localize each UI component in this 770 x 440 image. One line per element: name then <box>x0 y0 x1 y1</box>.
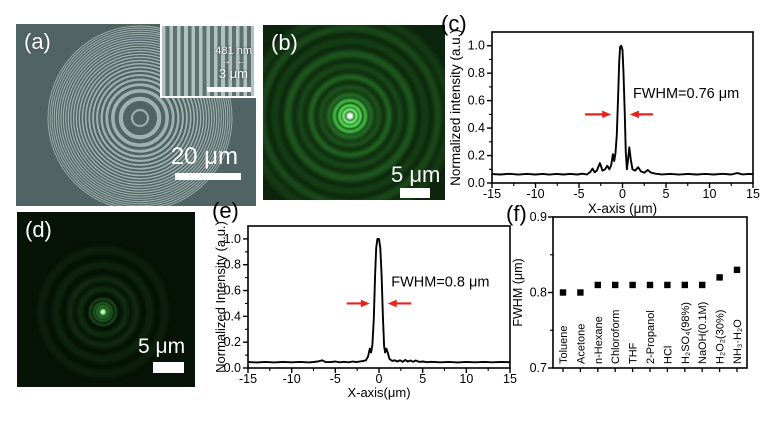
svg-text:0.4: 0.4 <box>224 309 241 323</box>
svg-text:0.8: 0.8 <box>468 66 485 80</box>
solvent-label: NH₃·H₂O <box>732 319 744 364</box>
data-point <box>664 281 671 289</box>
fwhm-markers <box>559 266 741 296</box>
intensity-curve <box>491 44 754 176</box>
svg-text:0.8: 0.8 <box>224 258 241 272</box>
data-point <box>612 281 619 289</box>
data-point <box>716 274 723 281</box>
svg-text:0.7: 0.7 <box>530 361 547 375</box>
data-point <box>646 281 654 289</box>
svg-text:0.0: 0.0 <box>468 176 485 190</box>
svg-text:10: 10 <box>459 372 473 386</box>
svg-text:0.2: 0.2 <box>224 335 241 349</box>
svg-text:5: 5 <box>419 372 426 386</box>
y-axis-title: Normalized intensity (a.u.) <box>448 29 463 186</box>
panel-label-f: (f) <box>506 201 527 226</box>
solvent-label: 2-Propanol <box>645 310 657 364</box>
y-axis-title: FWHM (μm) <box>511 258 525 326</box>
svg-text:0: 0 <box>376 372 383 386</box>
data-point <box>629 281 636 289</box>
x-axis-title: X-axis (μm) <box>588 201 657 216</box>
solvent-label: n-Hexane <box>593 316 605 364</box>
panel-label-c: (c) <box>441 11 467 36</box>
x-axis-title: X-axis(μm) <box>347 385 410 400</box>
panel-e-intensity-chart: -15 -10 -5 0 5 10 15 0.0 0.2 0.4 0.6 0.8 1.0 X-axis(μ… <box>215 221 517 400</box>
axes: -15 -10 -5 0 5 10 15 0.0 0.2 0.4 0.6 0.8 1.0 <box>224 225 517 386</box>
panel-label-e: (e) <box>212 198 239 223</box>
fwhm-annotation-text: FWHM=0.76 μm <box>633 86 739 102</box>
sem-inset: 481 nm → ← 3 μm <box>160 24 256 98</box>
panel-a-scalebar <box>175 173 241 180</box>
solvent-label: H₂O₂(30%) <box>715 310 727 364</box>
solvent-label: NaOH(0.1M) <box>697 302 709 364</box>
panel-b-focal-spot-image: (b) 5 μm <box>263 25 445 200</box>
fwhm-annotation-text: FWHM=0.8 μm <box>391 275 489 291</box>
svg-text:5: 5 <box>663 187 670 201</box>
axes: 0.7 0.8 0.9 <box>530 210 748 375</box>
panel-label-d: (d) <box>25 217 52 242</box>
fwhm-arrowhead <box>360 299 370 308</box>
svg-text:0: 0 <box>619 187 626 201</box>
svg-text:0.0: 0.0 <box>224 361 241 375</box>
svg-text:0.6: 0.6 <box>224 284 241 298</box>
solvent-label: Toluene <box>558 325 570 364</box>
panel-label-b: (b) <box>271 30 298 55</box>
panel-b-scalebar-label: 5 μm <box>391 162 441 187</box>
data-point <box>594 281 601 289</box>
svg-text:-5: -5 <box>330 372 341 386</box>
axes-box <box>247 225 511 369</box>
data-point <box>577 289 584 296</box>
svg-text:15: 15 <box>503 372 517 386</box>
panel-a-sem-image: (a) 481 nm → ← 3 μm 20 μm <box>16 24 256 206</box>
data-point <box>681 281 688 289</box>
fwhm-arrowhead <box>629 110 639 119</box>
solvent-labels: Toluene Acetone n-Hexane Chloroform THF 2-Pro… <box>558 302 744 364</box>
panel-label-a: (a) <box>24 29 51 54</box>
y-axis-title: Normalized Intensity (a.u.) <box>215 221 228 373</box>
solvent-label: THF <box>628 342 640 364</box>
data-point <box>699 281 706 289</box>
svg-text:-5: -5 <box>573 187 584 201</box>
svg-text:1.0: 1.0 <box>224 232 241 246</box>
panel-b-scalebar <box>400 188 430 198</box>
svg-text:-10: -10 <box>283 372 301 386</box>
svg-text:15: 15 <box>746 187 760 201</box>
inset-scalebar-label: 3 μm <box>218 66 248 81</box>
solvent-label: HCl <box>662 346 674 364</box>
panel-d-scalebar <box>153 362 184 373</box>
intensity-curve <box>247 237 511 364</box>
focal-spot-graphic-dark <box>37 246 169 378</box>
svg-text:1.0: 1.0 <box>468 39 485 53</box>
width-arrows-icon: → ← <box>221 56 246 67</box>
zone-plate-graphic <box>47 25 233 206</box>
fwhm-arrowhead <box>602 110 612 119</box>
svg-text:0.6: 0.6 <box>468 94 485 108</box>
svg-text:-15: -15 <box>239 372 257 386</box>
fwhm-annotation: FWHM=0.76 μm <box>585 86 739 119</box>
svg-text:-10: -10 <box>526 187 544 201</box>
panel-f-fwhm-chart: 0.7 0.8 0.9 FWHM (μm) Toluene Acetone n-Hexane… <box>511 210 748 375</box>
svg-text:0.8: 0.8 <box>530 286 547 300</box>
panel-a-scalebar-label: 20 μm <box>170 143 238 170</box>
data-point <box>559 289 567 296</box>
svg-text:-15: -15 <box>483 187 501 201</box>
solvent-label: Chloroform <box>610 310 622 364</box>
inset-scalebar <box>207 87 251 92</box>
focal-spot-graphic <box>263 25 445 200</box>
fwhm-annotation: FWHM=0.8 μm <box>346 275 489 308</box>
panel-d-scalebar-label: 5 μm <box>138 335 186 358</box>
inset-linewidth-label: 481 nm <box>215 45 252 57</box>
svg-text:0.9: 0.9 <box>530 210 547 224</box>
solvent-label: Acetone <box>575 324 587 364</box>
panel-d-focal-spot-image: (d) 5 μm <box>17 212 195 387</box>
svg-text:10: 10 <box>703 187 717 201</box>
svg-text:0.2: 0.2 <box>468 149 485 163</box>
panel-c-intensity-chart: -15 -10 -5 0 5 10 15 0.0 0.2 0.4 0.6 0.8 1.0 X-axis (… <box>448 29 760 216</box>
svg-text:0.4: 0.4 <box>468 121 485 135</box>
solvent-label: H₂SO₄(98%) <box>680 302 692 364</box>
data-point <box>733 266 741 274</box>
fwhm-arrowhead <box>387 299 397 308</box>
axes: -15 -10 -5 0 5 10 15 0.0 0.2 0.4 0.6 0.8 1.0 <box>468 31 760 201</box>
